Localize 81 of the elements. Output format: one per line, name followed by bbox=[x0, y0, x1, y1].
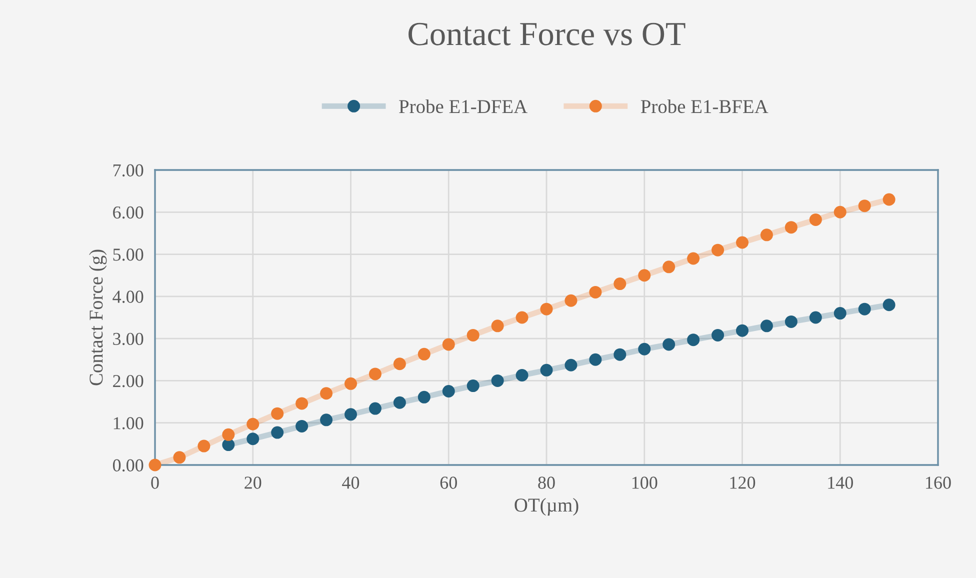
x-tick-label: 0 bbox=[151, 476, 159, 489]
point bbox=[589, 286, 602, 298]
point bbox=[271, 407, 284, 420]
point bbox=[760, 228, 773, 242]
point bbox=[564, 358, 578, 372]
point bbox=[736, 236, 748, 249]
point bbox=[712, 328, 724, 342]
point bbox=[540, 302, 553, 316]
point bbox=[662, 260, 676, 274]
point bbox=[712, 244, 724, 256]
point bbox=[516, 368, 528, 382]
point bbox=[882, 193, 896, 206]
x-axis-title: OT(µm) bbox=[514, 498, 578, 516]
point bbox=[858, 302, 871, 316]
x-tick-label: 120 bbox=[730, 476, 756, 489]
y-tick-label: 3.00 bbox=[113, 332, 144, 346]
point bbox=[466, 380, 480, 392]
point bbox=[246, 432, 260, 446]
point bbox=[834, 206, 846, 218]
point bbox=[614, 278, 626, 290]
point bbox=[271, 426, 284, 439]
point bbox=[540, 364, 553, 376]
point bbox=[760, 320, 773, 332]
x-tick-label: 60 bbox=[440, 476, 457, 489]
point bbox=[638, 269, 651, 282]
point bbox=[662, 338, 676, 351]
y-tick-label: 0.00 bbox=[112, 459, 144, 472]
point bbox=[516, 311, 528, 324]
x-tick-label: 20 bbox=[244, 476, 262, 489]
point bbox=[858, 200, 871, 212]
x-tick-label: 80 bbox=[538, 476, 555, 489]
y-tick-label: 1.00 bbox=[114, 417, 144, 430]
point bbox=[564, 294, 578, 307]
point bbox=[638, 342, 651, 356]
point bbox=[344, 408, 357, 421]
point bbox=[173, 451, 186, 464]
y-tick-label: 7.00 bbox=[113, 164, 144, 177]
point bbox=[246, 418, 260, 430]
point bbox=[368, 368, 382, 380]
point bbox=[736, 324, 748, 337]
point bbox=[393, 396, 406, 409]
point bbox=[784, 315, 798, 328]
point bbox=[320, 387, 333, 400]
point bbox=[368, 402, 382, 415]
point bbox=[882, 298, 896, 312]
point bbox=[418, 348, 430, 360]
point bbox=[222, 438, 235, 452]
point bbox=[296, 397, 308, 410]
point bbox=[784, 221, 798, 234]
y-tick-label: 2.00 bbox=[113, 374, 144, 388]
x-tick-label: 100 bbox=[632, 476, 658, 489]
chart-title: Contact Force vs OT bbox=[408, 22, 686, 46]
point bbox=[614, 348, 626, 361]
point bbox=[418, 390, 430, 404]
point bbox=[589, 353, 602, 366]
legend-label: Probe E1-BFEA bbox=[640, 99, 768, 114]
point bbox=[198, 440, 210, 452]
x-tick-label: 140 bbox=[828, 476, 853, 489]
point bbox=[809, 311, 822, 324]
point bbox=[393, 358, 406, 370]
point bbox=[148, 458, 162, 472]
y-tick-label: 4.00 bbox=[112, 290, 144, 303]
point bbox=[442, 385, 455, 398]
point bbox=[320, 414, 333, 426]
point bbox=[442, 338, 455, 351]
y-axis-title: Contact Force (g) bbox=[89, 250, 107, 386]
point bbox=[687, 334, 700, 346]
point bbox=[344, 377, 357, 390]
y-tick-label: 5.00 bbox=[113, 248, 144, 261]
point bbox=[809, 213, 822, 226]
point bbox=[466, 328, 480, 342]
point bbox=[222, 428, 235, 441]
point bbox=[491, 374, 504, 387]
x-tick-label: 160 bbox=[926, 476, 951, 489]
y-tick-label: 6.00 bbox=[113, 206, 144, 219]
point bbox=[834, 307, 846, 320]
point bbox=[491, 320, 504, 332]
legend-label: Probe E1-DFEA bbox=[399, 99, 528, 114]
point bbox=[687, 252, 700, 265]
point bbox=[296, 420, 308, 432]
x-tick-label: 40 bbox=[342, 476, 360, 489]
